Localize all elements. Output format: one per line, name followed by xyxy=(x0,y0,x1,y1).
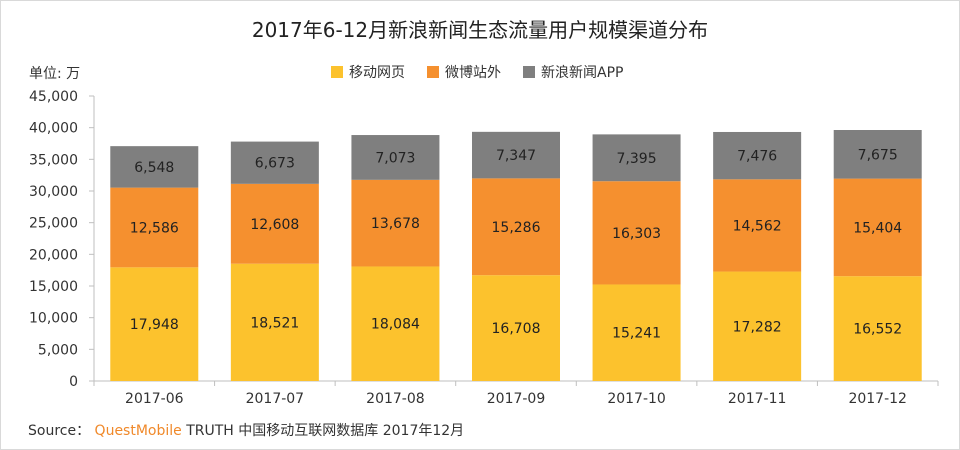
data-label: 16,708 xyxy=(492,321,541,337)
data-label: 12,608 xyxy=(250,217,299,233)
source-rest: TRUTH 中国移动互联网数据库 2017年12月 xyxy=(181,423,465,439)
x-tick-label: 2017-07 xyxy=(246,391,305,407)
legend: 移动网页 微博站外 新浪新闻APP xyxy=(331,62,623,82)
legend-item-sina-news-app: 新浪新闻APP xyxy=(523,62,623,82)
x-tick-label: 2017-11 xyxy=(728,391,787,407)
chart-title: 2017年6-12月新浪新闻生态流量用户规模渠道分布 xyxy=(251,18,709,42)
bar-segment-weibo-external xyxy=(351,179,440,267)
x-tick-label: 2017-09 xyxy=(487,391,546,407)
bar-segment-sina-news-app xyxy=(713,131,802,180)
data-label: 17,948 xyxy=(130,317,179,333)
x-tick-label: 2017-06 xyxy=(125,391,184,407)
data-label: 18,084 xyxy=(371,317,420,333)
x-tick-label: 2017-08 xyxy=(366,391,425,407)
data-label: 12,586 xyxy=(130,220,179,236)
y-tick-label: 30,000 xyxy=(29,184,78,200)
data-label: 15,404 xyxy=(853,220,902,236)
data-label: 18,521 xyxy=(250,315,299,331)
bar-segment-mobile-web xyxy=(713,271,802,381)
bar-segment-weibo-external xyxy=(713,179,802,272)
bar-segment-sina-news-app xyxy=(351,135,440,180)
source-note: Source： QuestMobile TRUTH 中国移动互联网数据库 201… xyxy=(28,420,464,440)
bar-segment-weibo-external xyxy=(592,181,681,285)
bar-segment-mobile-web xyxy=(230,263,319,381)
data-label: 7,347 xyxy=(496,148,536,164)
bar-segment-sina-news-app xyxy=(833,130,922,179)
legend-label-sina-news-app: 新浪新闻APP xyxy=(541,65,624,81)
bar-segment-weibo-external xyxy=(110,187,199,268)
data-label: 7,476 xyxy=(737,149,777,165)
unit-label: 单位: 万 xyxy=(29,66,81,82)
bar-segment-sina-news-app xyxy=(110,146,199,188)
data-label: 7,395 xyxy=(617,151,657,167)
x-tick-label: 2017-12 xyxy=(848,391,907,407)
bar-segment-mobile-web xyxy=(110,267,199,381)
legend-item-mobile-web: 移动网页 xyxy=(331,62,405,82)
y-tick-label: 45,000 xyxy=(29,89,78,105)
legend-item-weibo-external: 微博站外 xyxy=(427,62,501,82)
bar-segment-mobile-web xyxy=(472,275,560,381)
bar-segment-mobile-web xyxy=(833,276,922,381)
source-brand: QuestMobile xyxy=(94,423,182,439)
legend-label-mobile-web: 移动网页 xyxy=(349,65,405,81)
y-tick-label: 0 xyxy=(69,374,78,390)
y-tick-label: 35,000 xyxy=(29,152,78,168)
x-tick-label: 2017-10 xyxy=(607,391,666,407)
data-label: 6,673 xyxy=(255,156,295,172)
legend-swatch-weibo-external xyxy=(427,66,439,78)
bar-segment-weibo-external xyxy=(230,183,319,264)
y-tick-label: 10,000 xyxy=(29,311,78,327)
y-tick-label: 25,000 xyxy=(29,216,78,232)
bar-segment-sina-news-app xyxy=(230,141,319,184)
data-label: 16,552 xyxy=(853,322,902,338)
legend-label-weibo-external: 微博站外 xyxy=(445,65,501,81)
data-label: 7,073 xyxy=(375,150,415,166)
y-tick-label: 15,000 xyxy=(29,279,78,295)
legend-swatch-sina-news-app xyxy=(523,66,535,78)
bar-segment-weibo-external xyxy=(472,178,560,276)
legend-swatch-mobile-web xyxy=(331,66,343,78)
bar-segment-weibo-external xyxy=(833,178,922,277)
bar-segment-sina-news-app xyxy=(592,134,681,182)
source-prefix: Source： xyxy=(28,423,91,439)
data-label: 15,241 xyxy=(612,326,661,342)
data-label: 15,286 xyxy=(492,220,541,236)
bar-segment-mobile-web xyxy=(351,266,440,381)
data-label: 6,548 xyxy=(134,160,174,176)
data-label: 13,678 xyxy=(371,216,420,232)
bar-segment-mobile-web xyxy=(592,284,681,381)
data-label: 14,562 xyxy=(733,218,782,234)
data-label: 7,675 xyxy=(858,147,898,163)
y-tick-label: 5,000 xyxy=(38,342,78,358)
bar-segment-sina-news-app xyxy=(472,131,560,179)
data-label: 17,282 xyxy=(733,319,782,335)
y-tick-label: 40,000 xyxy=(29,121,78,137)
data-label: 16,303 xyxy=(612,226,661,242)
y-tick-label: 20,000 xyxy=(29,247,78,263)
